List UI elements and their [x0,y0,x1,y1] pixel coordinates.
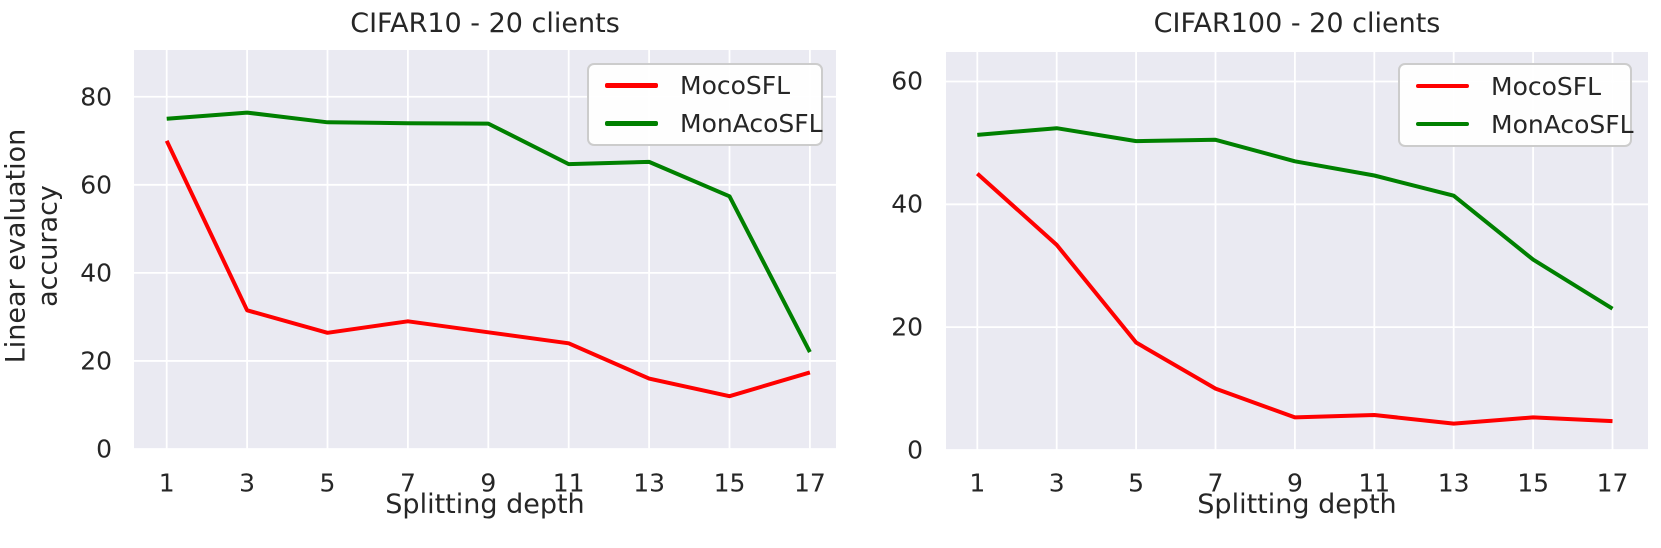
legend-label-monacosfl: MonAcoSFL [1491,109,1634,139]
mocosfl-line [975,172,1613,426]
chart2-x-axis-label: Splitting depth [1197,489,1397,520]
x-tick-label: 7 [399,468,416,497]
x-tick-label: 15 [713,468,746,497]
legend-item-mocosfl: MocoSFL [605,71,805,100]
chart2-legend: MocoSFL MonAcoSFL [1398,63,1634,147]
chart1-y-axis-label: Linear evaluation accuracy [0,128,64,364]
x-tick-label: 3 [239,468,256,497]
mocosfl-line [164,139,811,399]
y-tick-label: 40 [891,189,923,219]
y-tick-label: 20 [891,312,923,342]
legend-item-monacosfl: MonAcoSFL [1416,110,1634,139]
chart2-title: CIFAR100 - 20 clients [1153,8,1441,39]
x-tick-label: 5 [319,468,336,497]
x-tick-label: 17 [793,468,826,497]
y-tick-label: 0 [907,435,923,465]
y-tick-label: 60 [80,170,112,200]
legend-label-monacosfl: MonAcoSFL [680,109,823,138]
x-tick-label: 11 [552,468,585,497]
legend-label-mocosfl: MocoSFL [680,71,791,100]
x-tick-label: 11 [1358,468,1391,497]
x-tick-label: 13 [633,468,665,497]
chart1-x-axis-label: Splitting depth [385,489,585,520]
x-tick-label: 9 [480,468,497,497]
y-tick-label: 60 [891,66,923,96]
mocosfl-line-swatch [605,83,658,88]
x-tick-label: 3 [1048,468,1065,497]
legend-item-monacosfl: MonAcoSFL [605,109,823,138]
chart1-title: CIFAR10 - 20 clients [350,8,620,39]
x-tick-label: 17 [1596,468,1629,497]
x-tick-label: 13 [1437,468,1470,497]
monacosfl-line-swatch [605,121,658,126]
legend-item-mocosfl: MocoSFL [1416,72,1614,101]
legend-label-mocosfl: MocoSFL [1491,71,1602,101]
monacosfl-line [166,110,812,354]
x-tick-label: 5 [1128,468,1145,497]
y-tick-label: 40 [80,258,112,288]
mocosfl-line-swatch [1416,83,1469,89]
y-tick-label: 20 [80,346,112,376]
x-tick-label: 15 [1517,468,1549,497]
x-tick-label: 1 [969,468,986,497]
chart1-legend: MocoSFL MonAcoSFL [587,63,823,146]
monacosfl-line-swatch [1416,121,1469,127]
x-tick-label: 1 [158,468,175,497]
monacosfl-line [977,126,1614,311]
x-tick-label: 9 [1286,468,1303,497]
x-tick-label: 7 [1207,468,1224,497]
y-tick-label: 0 [96,434,112,464]
y-tick-label: 80 [80,82,112,112]
